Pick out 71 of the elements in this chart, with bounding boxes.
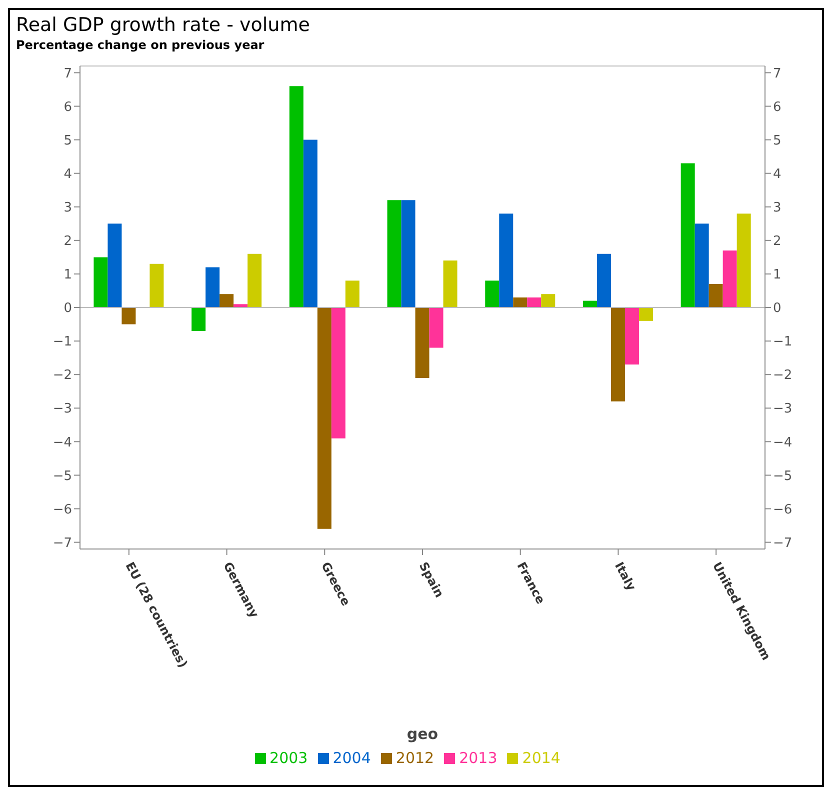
bar <box>513 297 528 308</box>
y2-tick-label: 1 <box>773 268 782 283</box>
bar <box>485 280 500 308</box>
bar <box>401 200 416 308</box>
y-tick-label: −3 <box>52 402 72 417</box>
bar <box>722 250 737 308</box>
y-tick-label: −7 <box>52 536 72 551</box>
bar <box>708 284 723 308</box>
y-tick-label: 2 <box>64 234 72 250</box>
bar <box>150 264 164 308</box>
y2-tick-label: 5 <box>773 133 782 148</box>
bar <box>220 294 234 308</box>
y-tick-label: 6 <box>64 100 72 115</box>
y-tick-label: −1 <box>52 334 72 350</box>
y2-tick-label: −7 <box>773 536 792 551</box>
legend-label: 2004 <box>332 749 371 767</box>
legend-label: 2014 <box>522 749 560 767</box>
bar <box>680 163 695 308</box>
bar <box>317 308 332 529</box>
y2-tick-label: 2 <box>773 234 782 250</box>
bar <box>206 267 220 308</box>
y2-tick-label: 0 <box>773 301 782 316</box>
bar <box>624 308 639 365</box>
y2-tick-label: 3 <box>773 200 782 216</box>
bar <box>541 294 556 308</box>
bar <box>443 260 458 308</box>
y2-tick-label: −4 <box>773 435 792 450</box>
bar <box>736 214 751 308</box>
y2-tick-label: 4 <box>773 166 782 182</box>
y-tick-label: −4 <box>52 435 72 450</box>
y-tick-label: 5 <box>64 133 72 148</box>
x-tick-label: Italy <box>612 560 639 594</box>
y2-tick-label: 7 <box>773 66 782 82</box>
y-tick-label: −2 <box>52 368 72 384</box>
y2-tick-label: −5 <box>773 468 792 484</box>
y-tick-label: 0 <box>64 301 72 316</box>
y2-tick-label: −1 <box>773 334 792 350</box>
bar <box>303 140 318 308</box>
bar <box>331 308 346 438</box>
bar <box>387 200 402 308</box>
y-tick-label: −6 <box>52 502 72 518</box>
bar <box>499 214 514 308</box>
y-tick-label: −5 <box>52 468 72 484</box>
bar <box>192 308 206 331</box>
legend-label: 2012 <box>396 749 434 767</box>
bar <box>94 257 108 308</box>
legend-label: 2003 <box>270 749 308 767</box>
bar <box>527 297 542 308</box>
bar <box>694 224 709 308</box>
y-tick-label: 4 <box>64 166 72 182</box>
y-tick-label: 3 <box>64 200 72 216</box>
bar <box>610 308 625 402</box>
bar <box>638 308 653 321</box>
y2-tick-label: −3 <box>773 402 792 417</box>
bar <box>108 224 122 308</box>
y2-tick-label: −2 <box>773 368 792 384</box>
y-tick-label: 1 <box>64 268 72 283</box>
y2-tick-label: −6 <box>773 502 792 518</box>
bar <box>596 254 611 308</box>
y2-tick-label: 6 <box>773 100 782 115</box>
bar <box>289 86 304 308</box>
y-tick-label: 7 <box>64 66 72 82</box>
x-axis-title: geo <box>406 725 438 743</box>
bar <box>429 308 444 348</box>
bar <box>248 254 262 308</box>
legend-label: 2013 <box>459 749 498 767</box>
bar <box>122 308 136 324</box>
chart-subtitle: Percentage change on previous year <box>15 37 266 52</box>
bar <box>345 280 360 308</box>
chart-title: Real GDP growth rate - volume <box>15 13 311 36</box>
bar <box>415 308 430 378</box>
